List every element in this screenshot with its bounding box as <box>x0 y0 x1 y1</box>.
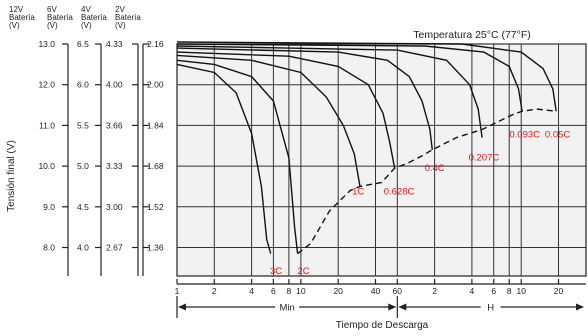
x-tick-label: 60 <box>393 286 403 296</box>
curve-2C <box>176 59 299 254</box>
scale-tick-label: 3.66 <box>106 120 123 130</box>
scale-tick-label: 4.33 <box>106 39 123 49</box>
scale-tick-label: 5.0 <box>77 161 89 171</box>
scale-tick-label: 13.0 <box>38 39 55 49</box>
x-axis: 1 2 4 6 8 10 20 40 60 2 4 6 8 10 20 Min H <box>175 279 586 318</box>
discharge-curves: 3C 2C 1C 0.628C 0.4C 0.207C 0.093C 0.05C <box>176 41 570 277</box>
scale-tick-label: 6.0 <box>77 80 89 90</box>
curve-3C <box>176 63 272 254</box>
curve-label: 0.05C <box>545 129 570 140</box>
scale-header-text: Batería <box>81 13 107 22</box>
curve-label: 2C <box>297 266 309 277</box>
scale-header-text: (V) <box>47 21 58 30</box>
scale-header-text: 4V <box>81 5 91 14</box>
x-tick-label: 10 <box>516 286 526 296</box>
scale-header-text: Batería <box>47 13 73 22</box>
scale-tick-label: 2.00 <box>147 80 164 90</box>
scale-header-text: 12V <box>9 5 24 14</box>
scale-header-text: 6V <box>47 5 57 14</box>
x-tick-label: 8 <box>507 286 512 296</box>
plot-background <box>176 43 587 277</box>
scale-tick-label: 1.68 <box>147 161 164 171</box>
curve-label: 0.207C <box>469 153 500 164</box>
curve-0.4C <box>176 47 433 150</box>
arrowhead-left-icon <box>178 303 186 311</box>
scale-tick-label: 8.0 <box>43 243 55 253</box>
scale-tick-label: 3.33 <box>106 161 123 171</box>
curve-0.207C <box>176 45 483 138</box>
x-tick-label: 40 <box>371 286 381 296</box>
scale-tick-label: 2.16 <box>147 39 164 49</box>
curve-label: 3C <box>270 266 282 277</box>
plot-area <box>176 43 587 277</box>
scale-tick-label: 10.0 <box>38 161 55 171</box>
unit-minutes-label: Min <box>280 303 295 314</box>
scale-header-text: Batería <box>115 13 141 22</box>
arrowhead-right-icon <box>576 303 584 311</box>
arrowhead-left-icon <box>398 303 407 311</box>
scale-tick-label: 6.5 <box>77 39 89 49</box>
scale-header-text: (V) <box>9 21 20 30</box>
x-tick-label: 10 <box>296 286 306 296</box>
x-tick-label: 2 <box>212 286 217 296</box>
scale-tick-label: 12.0 <box>38 80 55 90</box>
curve-0.093C <box>176 43 523 112</box>
arrowhead-right-icon <box>388 303 397 311</box>
scale-tick-label: 4.5 <box>77 202 89 212</box>
x-axis-label: Tiempo de Descarga <box>336 320 429 331</box>
curve-1C <box>176 54 361 187</box>
curve-label: 0.4C <box>425 163 445 174</box>
curve-0.628C <box>176 51 396 169</box>
scale-tick-label: 1.36 <box>147 243 164 253</box>
scale-tick-label: 2.67 <box>106 243 123 253</box>
scale-tick-label: 3.00 <box>106 202 123 212</box>
y-axis-label: Tensión final (V) <box>6 140 17 212</box>
x-tick-label: 2 <box>432 286 437 296</box>
scale-tick-label: 4.00 <box>106 80 123 90</box>
curve-label: 1C <box>352 186 364 197</box>
scale-headers: 12VBatería(V)6VBatería(V)4VBatería(V)2VB… <box>9 5 141 30</box>
x-tick-label: 8 <box>287 286 292 296</box>
x-tick-label: 4 <box>470 286 475 296</box>
unit-hours-label: H <box>487 303 494 314</box>
voltage-scales: 13.0 12.0 11.0 10.0 9.0 8.0 6.5 6.0 5.5 5.0 4.5 4.0… <box>38 39 164 276</box>
scale-tick-label: 11.0 <box>39 120 55 130</box>
x-tick-label: 6 <box>491 286 496 296</box>
chart-title: Temperatura 25°C (77°F) <box>413 29 531 41</box>
curve-label: 0.628C <box>384 186 415 197</box>
x-tick-label: 4 <box>249 286 254 296</box>
scale-header-text: 2V <box>115 5 125 14</box>
scale-tick-label: 9.0 <box>43 202 55 212</box>
x-tick-label: 20 <box>333 286 343 296</box>
curve-0.05C <box>176 41 557 112</box>
scale-tick-label: 1.52 <box>147 202 164 212</box>
scale-tick-label: 1.84 <box>147 120 164 130</box>
scale-header-text: (V) <box>81 21 92 30</box>
curve-label: 0.093C <box>509 129 540 140</box>
x-tick-label: 1 <box>175 286 180 296</box>
scale-tick-label: 4.0 <box>77 243 89 253</box>
scale-header-text: Batería <box>9 13 35 22</box>
scale-tick-label: 5.5 <box>77 120 89 130</box>
x-tick-label: 6 <box>271 286 276 296</box>
scale-header-text: (V) <box>115 21 126 30</box>
x-tick-label: 20 <box>554 286 564 296</box>
